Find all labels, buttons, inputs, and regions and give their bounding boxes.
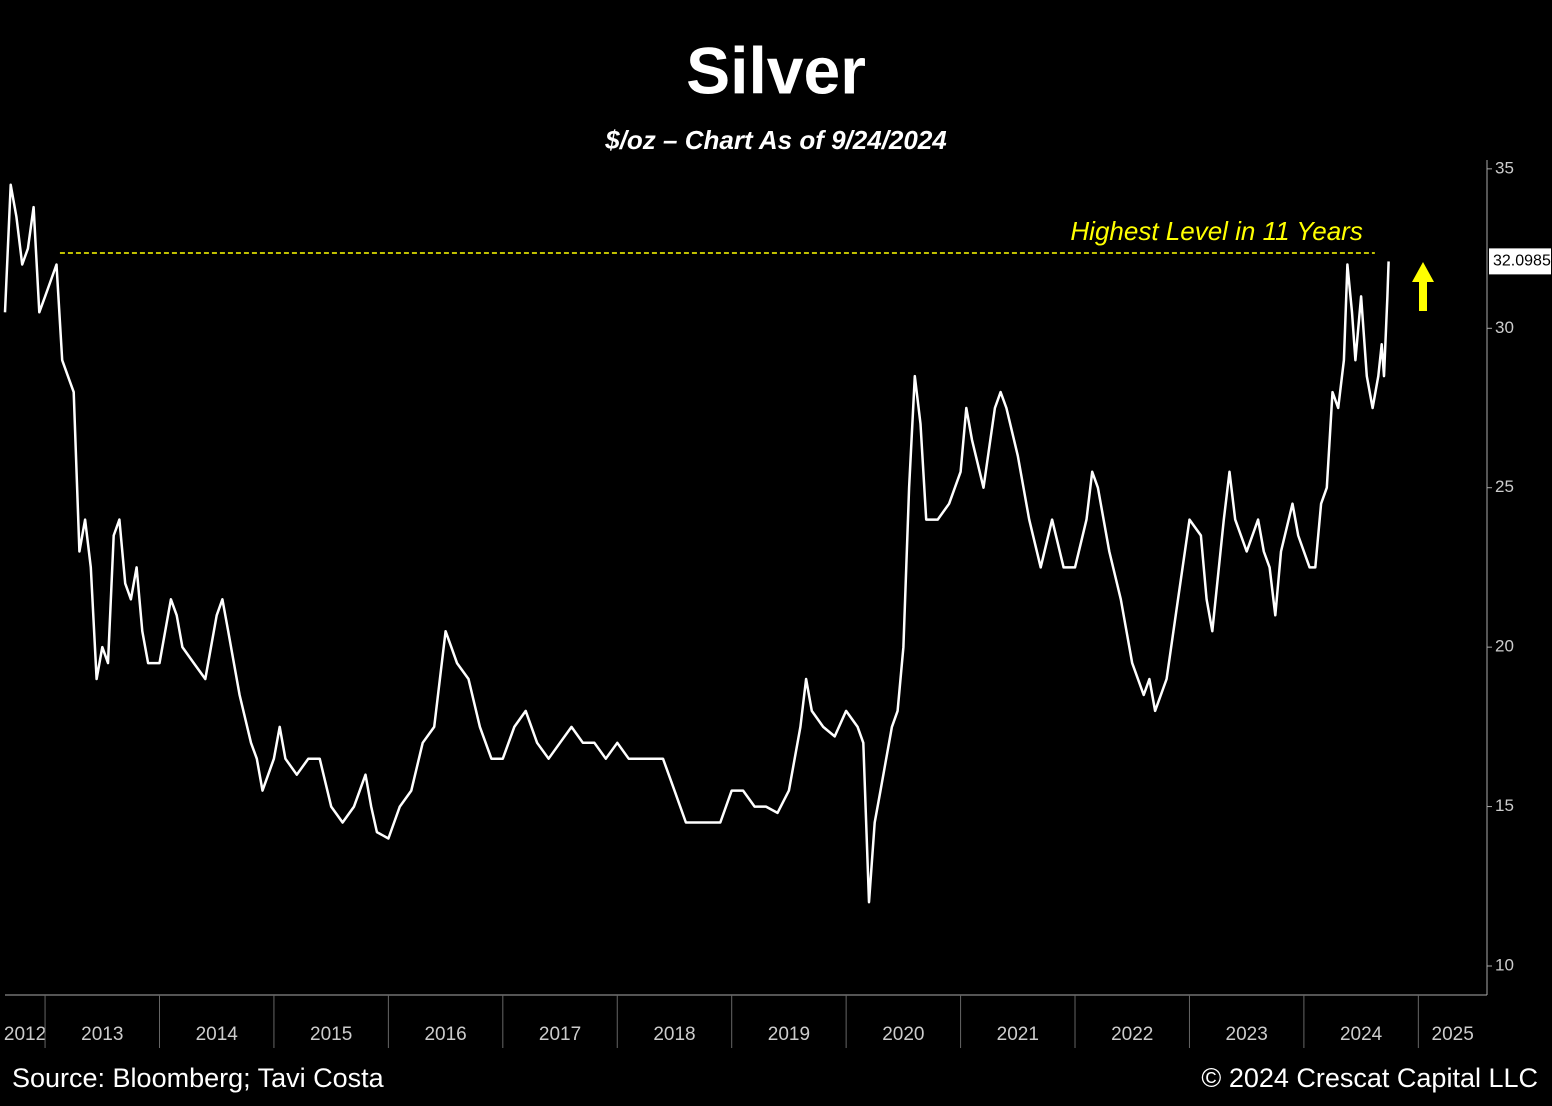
- x-tick-label: 2018: [653, 1024, 695, 1045]
- x-tick-label: 2022: [1111, 1024, 1153, 1045]
- y-tick-label: 35: [1495, 158, 1514, 177]
- x-tick-label: 2024: [1340, 1024, 1383, 1045]
- copyright: © 2024 Crescat Capital LLC: [1201, 1063, 1538, 1093]
- price-line: [3, 183, 1390, 904]
- chart-title: Silver: [686, 33, 866, 107]
- y-tick-label: 20: [1495, 637, 1514, 656]
- source: Source: Bloomberg; Tavi Costa: [12, 1063, 385, 1093]
- up-arrow: [1412, 262, 1434, 311]
- x-tick-label: 2025: [1432, 1024, 1474, 1045]
- x-tick-label: 2013: [81, 1024, 123, 1045]
- y-tick-label: 10: [1495, 955, 1514, 974]
- chart-subtitle: $/oz – Chart As of 9/24/2024: [604, 125, 947, 155]
- x-tick-label: 2016: [424, 1024, 466, 1045]
- x-tick-label: 2012: [4, 1024, 46, 1045]
- y-tick-label: 30: [1495, 318, 1514, 337]
- x-tick-label: 2019: [768, 1024, 810, 1045]
- x-tick-label: 2021: [997, 1024, 1039, 1045]
- x-tick-label: 2014: [196, 1024, 239, 1045]
- y-tick-label: 15: [1495, 796, 1514, 815]
- annotation: Highest Level in 11 Years: [1070, 216, 1362, 246]
- x-tick-label: 2015: [310, 1024, 352, 1045]
- x-tick-label: 2020: [882, 1024, 924, 1045]
- x-tick-label: 2017: [539, 1024, 581, 1045]
- last-value-label: 32.0985: [1493, 253, 1551, 270]
- last-value-box: [1489, 248, 1551, 275]
- y-tick-label: 25: [1495, 477, 1514, 496]
- x-tick-label: 2023: [1226, 1024, 1268, 1045]
